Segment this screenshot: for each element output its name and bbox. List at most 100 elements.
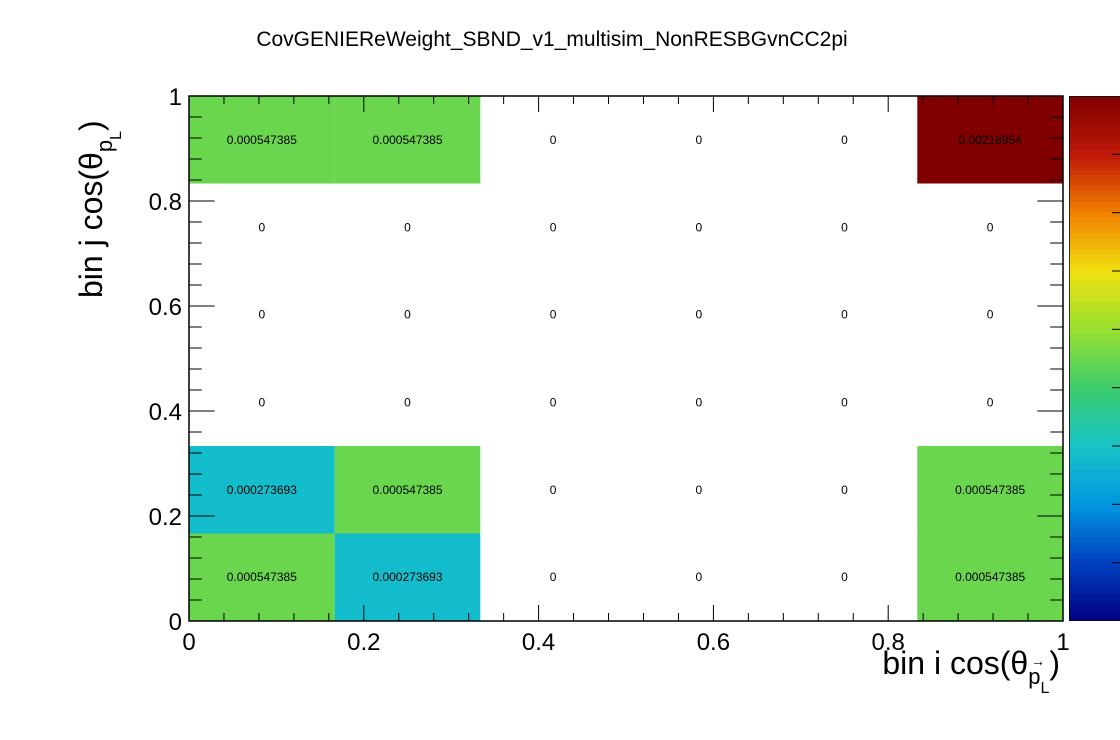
color-scale-step xyxy=(1069,579,1120,585)
color-scale-step xyxy=(1069,248,1120,255)
color-scale-step xyxy=(1069,405,1120,412)
color-scale-step xyxy=(1069,432,1120,438)
color-scale-step xyxy=(1069,101,1120,108)
color-scale-step xyxy=(1069,106,1120,113)
cell-value-label-5-5: 0.00218954 xyxy=(958,133,1022,147)
cell-value-label-0-3: 0 xyxy=(696,570,703,584)
color-scale-step xyxy=(1069,206,1120,213)
cell-value-label-3-5: 0 xyxy=(987,308,994,322)
color-scale-step xyxy=(1069,437,1120,444)
y-axis-title: bin j cos(θpL) xyxy=(73,120,125,298)
y-tick-label: 0.6 xyxy=(149,294,182,321)
color-scale-step xyxy=(1069,369,1120,375)
color-scale-step xyxy=(1069,573,1120,580)
cell-value-label-0-0: 0.000547385 xyxy=(227,570,297,584)
heatmap-cell-0-5 xyxy=(917,533,1063,621)
cell-value-label-1-0: 0.000273693 xyxy=(227,483,297,497)
cell-value-label-5-4: 0 xyxy=(841,133,848,147)
color-scale-step xyxy=(1069,479,1120,486)
color-scale-step xyxy=(1069,337,1120,344)
color-scale-step xyxy=(1069,610,1120,617)
cell-value-label-1-4: 0 xyxy=(841,483,848,497)
cell-value-label-0-1: 0.000273693 xyxy=(372,570,442,584)
cell-value-label-4-5: 0 xyxy=(987,220,994,234)
color-scale-step xyxy=(1069,411,1120,417)
color-scale-step xyxy=(1069,237,1120,244)
color-scale-step xyxy=(1069,290,1120,297)
color-scale-step xyxy=(1069,463,1120,470)
heatmap-cell-1-1 xyxy=(334,446,481,534)
color-scale-step xyxy=(1069,311,1120,318)
color-scale-step xyxy=(1069,484,1120,491)
color-scale-step xyxy=(1069,159,1120,165)
color-scale-step xyxy=(1069,390,1120,396)
cell-value-label-2-5: 0 xyxy=(987,395,994,409)
cell-value-label-2-0: 0 xyxy=(259,395,266,409)
cell-value-label-1-1: 0.000547385 xyxy=(372,483,442,497)
heatmap-cells xyxy=(189,96,1063,621)
x-tick-label: 1 xyxy=(1056,629,1069,656)
color-scale-step xyxy=(1069,594,1120,601)
cell-value-label-1-2: 0 xyxy=(550,483,557,497)
chart-title: CovGENIEReWeight_SBND_v1_multisim_NonRES… xyxy=(256,28,847,51)
heatmap-cell-5-5 xyxy=(917,96,1063,184)
cell-value-label-4-4: 0 xyxy=(841,220,848,234)
cell-value-label-1-5: 0.000547385 xyxy=(955,483,1025,497)
cell-value-label-3-2: 0 xyxy=(550,308,557,322)
x-tick-label: 0.6 xyxy=(697,629,730,656)
color-scale-step xyxy=(1069,138,1120,144)
cell-value-label-2-2: 0 xyxy=(550,395,557,409)
color-scale-step xyxy=(1069,264,1120,270)
x-tick-label: 0 xyxy=(182,629,195,656)
cell-value-label-3-0: 0 xyxy=(259,308,266,322)
color-scale-step xyxy=(1069,96,1120,102)
color-scale-step xyxy=(1069,416,1120,423)
color-scale-step xyxy=(1069,600,1120,606)
color-scale-step xyxy=(1069,185,1120,192)
cell-value-label-4-3: 0 xyxy=(696,220,703,234)
color-scale-step xyxy=(1069,258,1120,265)
color-scale-step xyxy=(1069,584,1120,591)
x-tick-label: 0.4 xyxy=(522,629,555,656)
y-tick-label: 0.4 xyxy=(149,399,182,426)
color-scale-step xyxy=(1069,332,1120,339)
color-scale-step xyxy=(1069,253,1120,260)
color-scale-step xyxy=(1069,605,1120,612)
y-tick-label: 1 xyxy=(169,84,182,111)
cell-value-label-5-0: 0.000547385 xyxy=(227,133,297,147)
cell-value-label-4-0: 0 xyxy=(259,220,266,234)
color-scale-step xyxy=(1069,117,1120,123)
cell-value-label-3-3: 0 xyxy=(696,308,703,322)
color-scale-step xyxy=(1069,531,1120,538)
color-scale-step xyxy=(1069,500,1120,507)
color-scale-step xyxy=(1069,269,1120,276)
color-scale-step xyxy=(1069,132,1120,139)
color-scale-step xyxy=(1069,148,1120,155)
color-scale-step xyxy=(1069,300,1120,307)
cell-value-label-4-2: 0 xyxy=(550,220,557,234)
heatmap-cell-1-0 xyxy=(189,446,335,534)
svg-text:→: → xyxy=(1031,653,1045,669)
color-scale-step xyxy=(1069,395,1120,402)
color-scale-step xyxy=(1069,542,1120,549)
color-scale-step xyxy=(1069,563,1120,570)
heatmap-cell-5-0 xyxy=(189,96,335,184)
color-scale-step xyxy=(1069,421,1120,428)
x-tick-label: 0.2 xyxy=(347,629,380,656)
cell-value-label-0-4: 0 xyxy=(841,570,848,584)
svg-text:bin j cos(θpL): bin j cos(θpL) xyxy=(73,120,125,298)
cell-value-label-2-1: 0 xyxy=(404,395,411,409)
cell-value-label-5-1: 0.000547385 xyxy=(372,133,442,147)
x-axis-tick-labels: 0 0.2 0.4 0.6 0.8 1 xyxy=(182,629,1069,656)
color-scale-step xyxy=(1069,510,1120,517)
cell-value-label-3-4: 0 xyxy=(841,308,848,322)
color-scale-step xyxy=(1069,458,1120,465)
color-scale-step xyxy=(1069,363,1120,370)
color-scale-step xyxy=(1069,306,1120,312)
y-tick-label: 0 xyxy=(169,609,182,636)
heatmap-cell-0-1 xyxy=(334,533,481,621)
color-scale-step xyxy=(1069,426,1120,433)
color-scale-step xyxy=(1069,521,1120,528)
y-axis-tick-labels: 0 0.2 0.4 0.6 0.8 1 xyxy=(149,84,182,636)
